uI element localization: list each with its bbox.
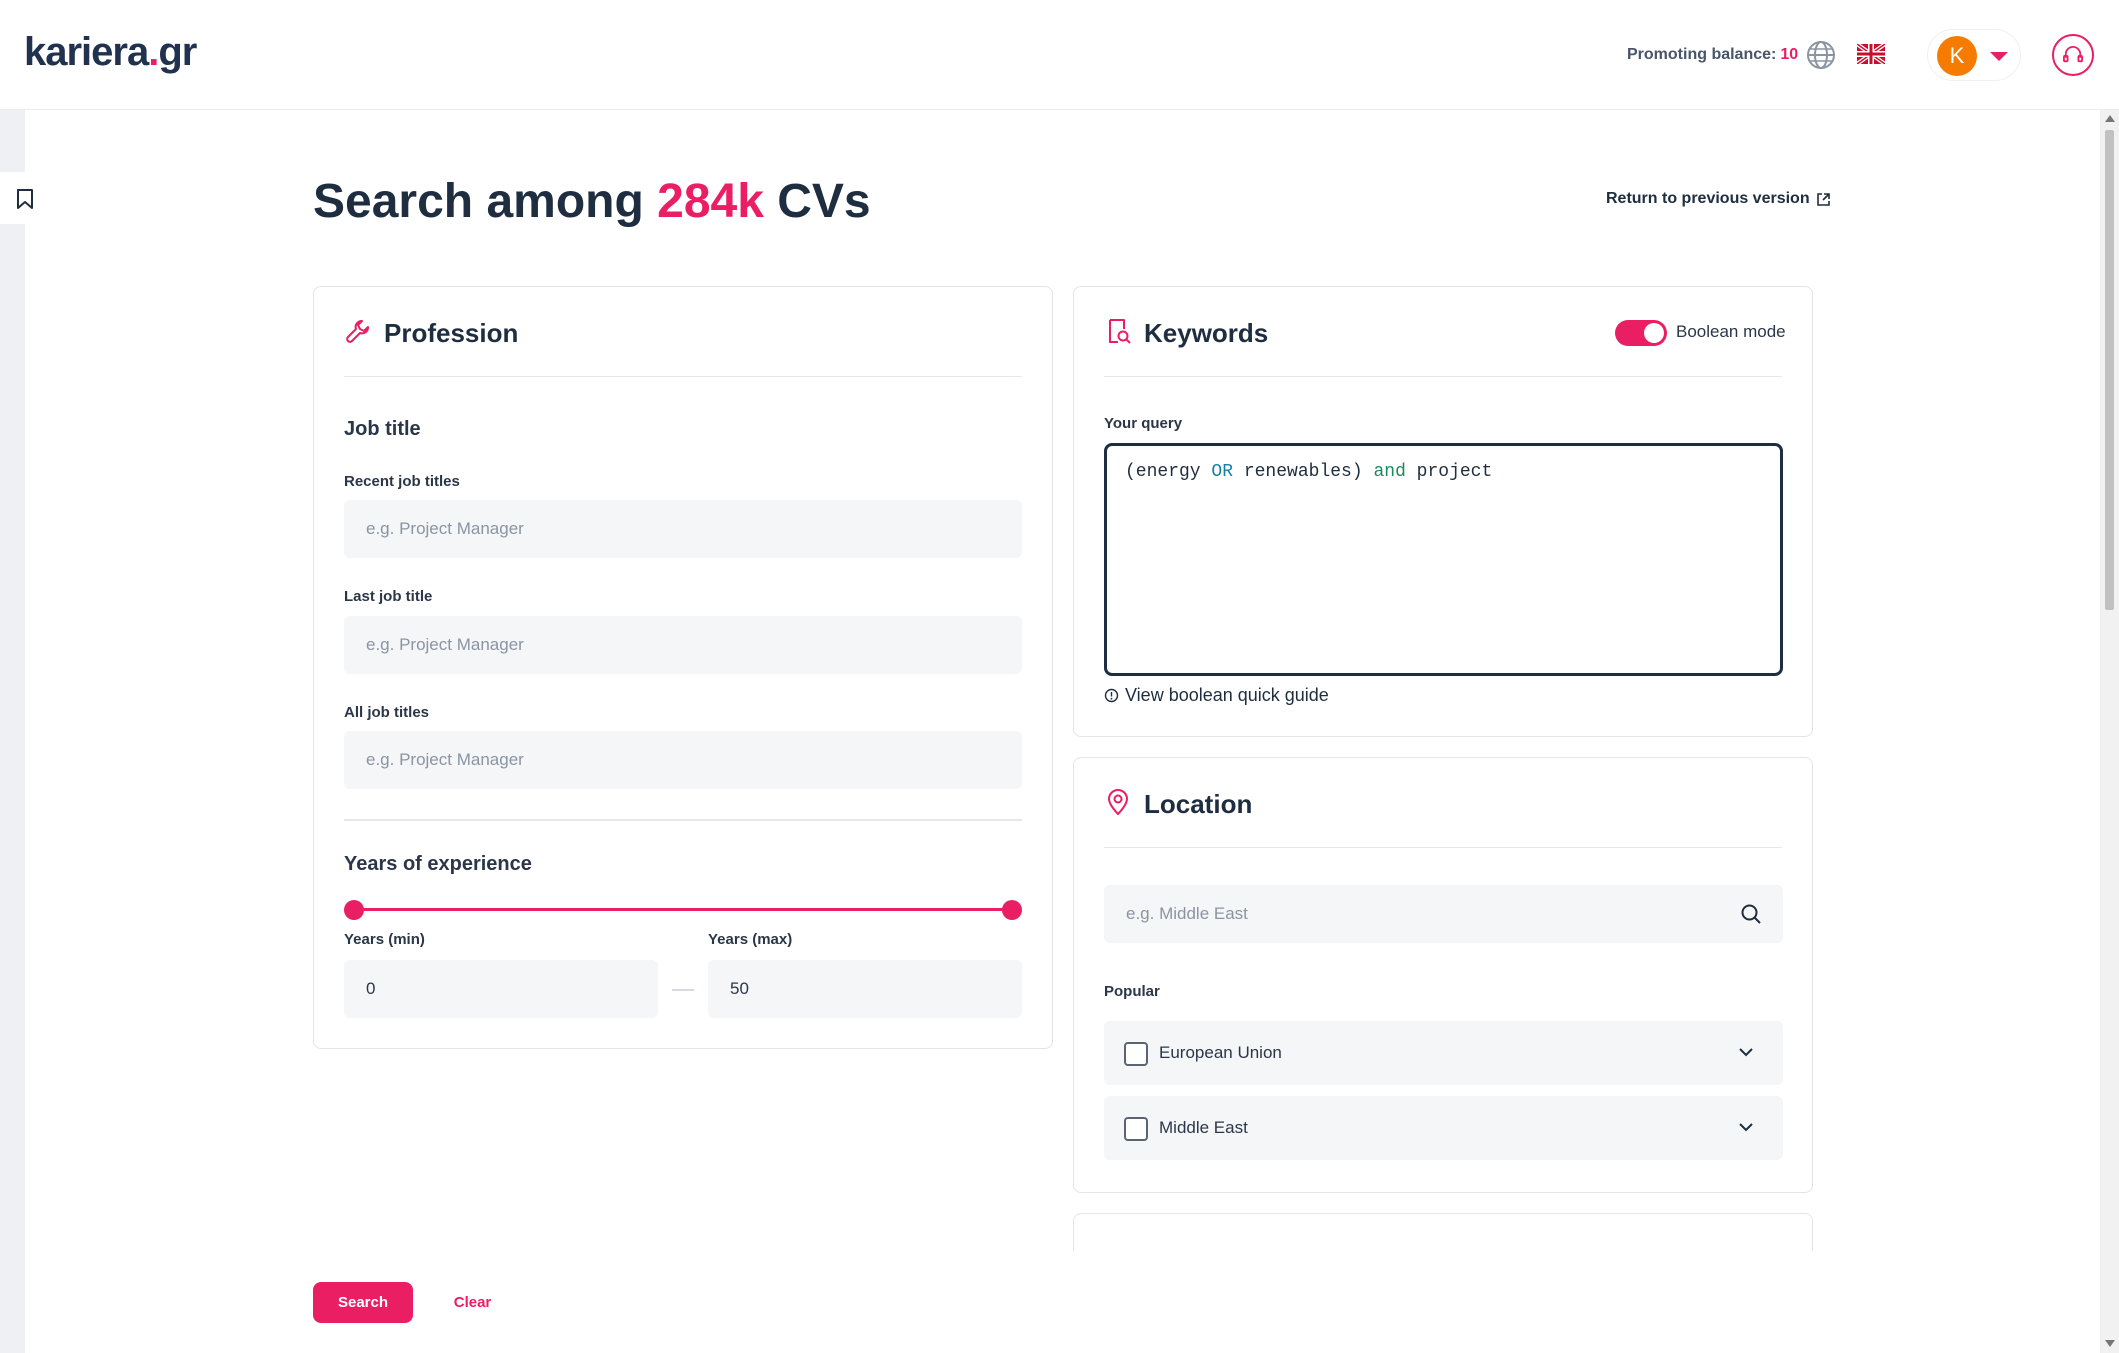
scroll-thumb[interactable]	[2105, 130, 2114, 610]
last-job-title-label: Last job title	[344, 588, 433, 605]
middle-east-checkbox[interactable]	[1124, 1117, 1148, 1141]
globe-icon[interactable]	[1806, 40, 1836, 70]
scroll-down-arrow-icon[interactable]	[2105, 1340, 2115, 1347]
your-query-label: Your query	[1104, 415, 1183, 432]
promoting-balance: Promoting balance: 10	[1627, 46, 1799, 63]
user-menu-button[interactable]: K	[1928, 30, 2020, 80]
years-min-label: Years (min)	[344, 931, 425, 948]
kariera-logo[interactable]: kariera.gr	[24, 30, 197, 74]
location-option-middle-east[interactable]: Middle East	[1104, 1096, 1783, 1160]
top-bar: kariera.gr Promoting balance: 10 K	[0, 0, 2119, 110]
saved-searches-tab[interactable]	[0, 172, 52, 224]
toggle-knob	[1644, 323, 1664, 343]
chevron-down-icon[interactable]	[1737, 1043, 1755, 1061]
document-search-icon	[1109, 319, 1131, 344]
avatar: K	[1937, 36, 1977, 76]
promoting-balance-value: 10	[1780, 46, 1799, 63]
location-search-input[interactable]	[1104, 885, 1783, 943]
middle-east-label: Middle East	[1159, 1118, 1248, 1137]
return-previous-version-link[interactable]: Return to previous version	[1606, 190, 1831, 208]
years-max-label: Years (max)	[708, 931, 793, 948]
boolean-mode-toggle[interactable]	[1615, 320, 1667, 346]
boolean-mode-label: Boolean mode	[1676, 322, 1786, 341]
recent-job-titles-label: Recent job titles	[344, 473, 460, 490]
boolean-guide-link[interactable]: View boolean quick guide	[1104, 685, 1329, 706]
headset-icon[interactable]	[2052, 34, 2094, 76]
scrollbar[interactable]	[2100, 110, 2119, 1353]
keywords-header: Keywords	[1104, 317, 1782, 377]
page-title: Search among 284k CVs	[313, 175, 871, 228]
years-max-input[interactable]	[708, 960, 1022, 1018]
location-pin-icon	[1107, 789, 1129, 816]
info-icon	[1104, 688, 1119, 703]
all-job-titles-label: All job titles	[344, 704, 430, 721]
profession-header: Profession	[344, 317, 1022, 377]
query-textarea[interactable]: (energy OR renewables) and project	[1104, 443, 1783, 676]
search-button[interactable]: Search	[313, 1282, 413, 1323]
clear-button[interactable]: Clear	[440, 1282, 505, 1323]
location-heading: Location	[1144, 789, 1253, 819]
european-union-label: European Union	[1159, 1043, 1282, 1062]
external-link-icon	[1816, 192, 1830, 206]
wrench-icon	[346, 320, 369, 343]
left-rail	[0, 110, 25, 1353]
job-title-section-label: Job title	[344, 418, 421, 440]
last-job-title-input[interactable]	[344, 616, 1022, 674]
all-job-titles-input[interactable]	[344, 731, 1022, 789]
keywords-heading: Keywords	[1144, 318, 1269, 348]
years-experience-label: Years of experience	[344, 853, 532, 875]
experience-range-track[interactable]	[354, 908, 1012, 911]
location-header: Location	[1104, 788, 1782, 848]
european-union-checkbox[interactable]	[1124, 1042, 1148, 1066]
uk-flag-icon[interactable]	[1857, 44, 1885, 64]
recent-job-titles-input[interactable]	[344, 500, 1022, 558]
search-icon[interactable]	[1740, 903, 1762, 925]
profession-heading: Profession	[384, 318, 519, 348]
years-min-input[interactable]	[344, 960, 658, 1018]
divider	[344, 819, 1022, 821]
location-option-european-union[interactable]: European Union	[1104, 1021, 1783, 1085]
chevron-down-icon[interactable]	[1737, 1118, 1755, 1136]
experience-max-handle[interactable]	[1002, 900, 1022, 920]
experience-min-handle[interactable]	[344, 900, 364, 920]
next-card-clip	[1073, 1213, 1813, 1251]
scroll-up-arrow-icon[interactable]	[2105, 115, 2115, 122]
caret-down-icon	[1990, 52, 2008, 61]
popular-label: Popular	[1104, 983, 1160, 1000]
bookmark-icon	[17, 189, 33, 209]
next-filter-card	[1073, 1213, 1813, 1251]
range-dash	[672, 989, 694, 991]
